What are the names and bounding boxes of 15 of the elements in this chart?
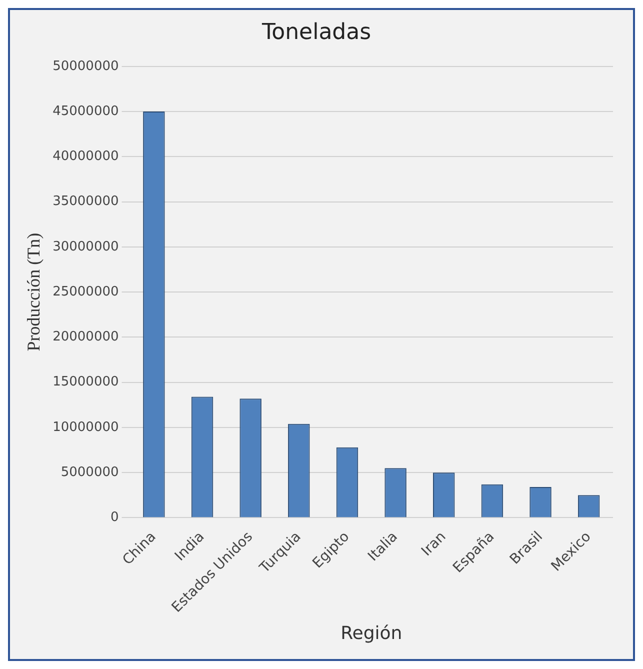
y-tick-label: 0: [110, 510, 119, 526]
y-tick-label: 35000000: [52, 194, 119, 210]
y-tick-label: 45000000: [52, 104, 119, 119]
x-axis-title: Región: [340, 622, 402, 644]
y-tick-label: 5000000: [60, 464, 119, 480]
y-axis-title: Producción (Tn): [24, 232, 44, 352]
y-tick-label: 10000000: [52, 420, 119, 435]
y-tick-label: 25000000: [52, 284, 119, 300]
x-tick-label: Iran: [418, 528, 450, 560]
y-tick-label: 15000000: [52, 374, 119, 390]
y-tick-label: 40000000: [52, 149, 119, 164]
y-tick-label: 30000000: [52, 239, 119, 254]
y-tick-label: 50000000: [52, 58, 119, 74]
chart-title: Toneladas: [260, 20, 372, 45]
y-tick-label: 20000000: [52, 330, 119, 345]
